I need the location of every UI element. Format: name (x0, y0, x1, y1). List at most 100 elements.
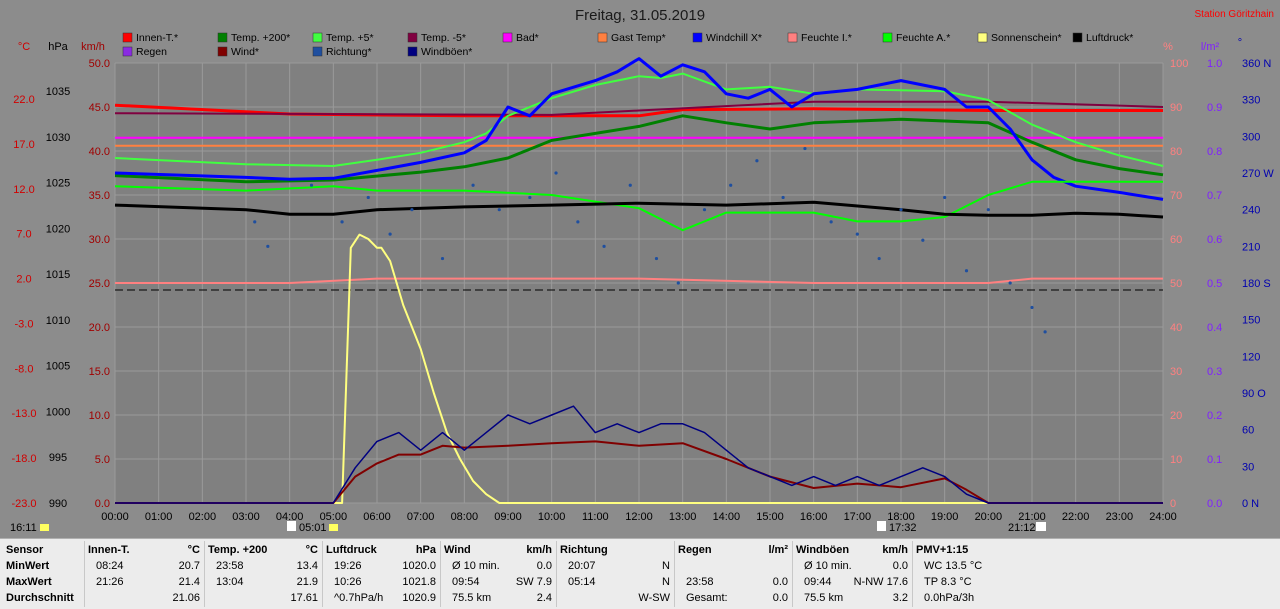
stats-column-unit: km/h (526, 544, 552, 556)
stats-value: 21.9 (296, 576, 318, 588)
x-tick-label: 05:00 (320, 511, 348, 523)
column-separator (674, 541, 675, 607)
stats-column-title: Luftdruck (326, 544, 377, 556)
direction-point (253, 220, 257, 224)
stats-value: 1020.0 (402, 560, 436, 572)
hpa-unit-label: hPa (48, 41, 68, 53)
direction-point (676, 281, 680, 285)
hpa-tick-label: 1010 (46, 315, 70, 327)
direction-point (602, 244, 606, 248)
legend-swatch (217, 32, 228, 43)
celsius-tick-label: 7.0 (16, 229, 31, 241)
stats-time: 09:44 (804, 576, 832, 588)
stats-column-unit: km/h (882, 544, 908, 556)
direction-point (899, 208, 903, 212)
stats-time: 19:26 (334, 560, 362, 572)
pct-tick-label: 30 (1170, 366, 1182, 378)
legend-swatch (312, 32, 323, 43)
x-tick-label: 10:00 (538, 511, 566, 523)
legend-label: Windchill X* (706, 32, 762, 44)
direction-point (366, 195, 370, 200)
series-line-temp-200- (114, 114, 1164, 184)
stats-value: 13.4 (296, 560, 318, 572)
stats-time: 05:14 (568, 576, 596, 588)
lm2-tick-label: 0.2 (1207, 410, 1222, 422)
x-tick-label: 09:00 (494, 511, 522, 523)
column-separator (204, 541, 205, 607)
stats-column: Regen l/m² 23:58 0.0 Gesamt: 0.0 (678, 539, 788, 609)
column-separator (556, 541, 557, 607)
legend-swatch (122, 46, 133, 57)
legend-label: Luftdruck* (1086, 32, 1133, 44)
deg-unit-label: ° (1238, 37, 1242, 49)
stats-column-unit: °C (187, 544, 200, 556)
legend-swatch (787, 32, 798, 43)
pct-tick-label: 60 (1170, 234, 1182, 246)
legend-swatch (122, 32, 133, 43)
direction-point (266, 244, 270, 248)
celsius-tick-label: -8.0 (15, 363, 34, 375)
legend-swatch (312, 46, 323, 57)
legend-swatch (977, 32, 988, 43)
deg-tick-label: 180 S (1242, 278, 1271, 290)
lm2-tick-label: 0.5 (1207, 278, 1222, 290)
column-separator (440, 541, 441, 607)
legend-label: Feuchte I.* (801, 32, 852, 44)
stats-time: 08:24 (96, 560, 124, 572)
sun-icon (329, 524, 338, 531)
x-tick-label: 24:00 (1149, 511, 1177, 523)
direction-point (829, 220, 833, 224)
hpa-tick-label: 1030 (46, 132, 70, 144)
moon-label: 21:12 (1008, 522, 1036, 534)
series-line-luftdruck- (114, 200, 1164, 219)
legend-label: Innen-T.* (136, 32, 178, 44)
x-tick-label: 14:00 (713, 511, 741, 523)
legend-label: Gast Temp* (611, 32, 666, 44)
x-tick-label: 15:00 (756, 511, 784, 523)
pct-tick-label: 10 (1170, 454, 1182, 466)
stats-value: 0.0 (772, 592, 788, 604)
direction-point (1043, 330, 1047, 334)
direction-point (877, 256, 881, 261)
station-label: Station Göritzhain (1195, 9, 1275, 20)
stats-column: Wind km/h Ø 10 min. 0.0 09:54 SW 7.9 75.5 km 2.… (444, 539, 552, 609)
moon-icon (1036, 522, 1046, 531)
sunrise-label: 05:01 (299, 522, 327, 534)
kmh-tick-label: 0.0 (95, 498, 110, 510)
kmh-tick-label: 40.0 (89, 146, 110, 158)
x-tick-label: 00:00 (101, 511, 129, 523)
x-tick-label: 06:00 (363, 511, 391, 523)
direction-point (943, 195, 947, 200)
direction-point (1030, 305, 1034, 310)
hpa-tick-label: 1005 (46, 361, 70, 373)
stats-column-unit: °C (305, 544, 318, 556)
x-tick-label: 04:00 (276, 511, 304, 523)
stats-column-title: Innen-T. (88, 544, 130, 556)
legend-label: Feuchte A.* (896, 32, 950, 44)
hpa-tick-label: 1000 (46, 406, 70, 418)
stats-column-title: Wind (444, 544, 471, 556)
legend-swatch (1072, 32, 1083, 43)
celsius-tick-label: 22.0 (13, 94, 34, 106)
legend-swatch (407, 32, 418, 43)
stats-column-title: PMV+1:15 (916, 544, 969, 556)
kmh-tick-label: 50.0 (89, 58, 110, 70)
direction-point (986, 208, 990, 212)
deg-tick-label: 270 W (1242, 168, 1274, 180)
stats-time: 23:58 (216, 560, 244, 572)
stats-value: SW 7.9 (515, 576, 552, 588)
deg-tick-label: 90 O (1242, 388, 1266, 400)
direction-point (654, 256, 659, 261)
x-tick-label: 13:00 (669, 511, 697, 523)
direction-point (410, 208, 414, 212)
legend-label: Richtung* (326, 46, 372, 58)
celsius-tick-label: 2.0 (16, 274, 31, 286)
x-tick-label: 02:00 (189, 511, 217, 523)
lm2-tick-label: 0.9 (1207, 102, 1222, 114)
lm2-tick-label: 0.4 (1207, 322, 1222, 334)
x-tick-label: 19:00 (931, 511, 959, 523)
stats-column: Luftdruck hPa 19:26 1020.0 10:26 1021.8 ^0.7hP… (326, 539, 436, 609)
deg-tick-label: 120 (1242, 351, 1260, 363)
pct-tick-label: 90 (1170, 102, 1182, 114)
legend-label: Temp. +5* (326, 32, 374, 44)
